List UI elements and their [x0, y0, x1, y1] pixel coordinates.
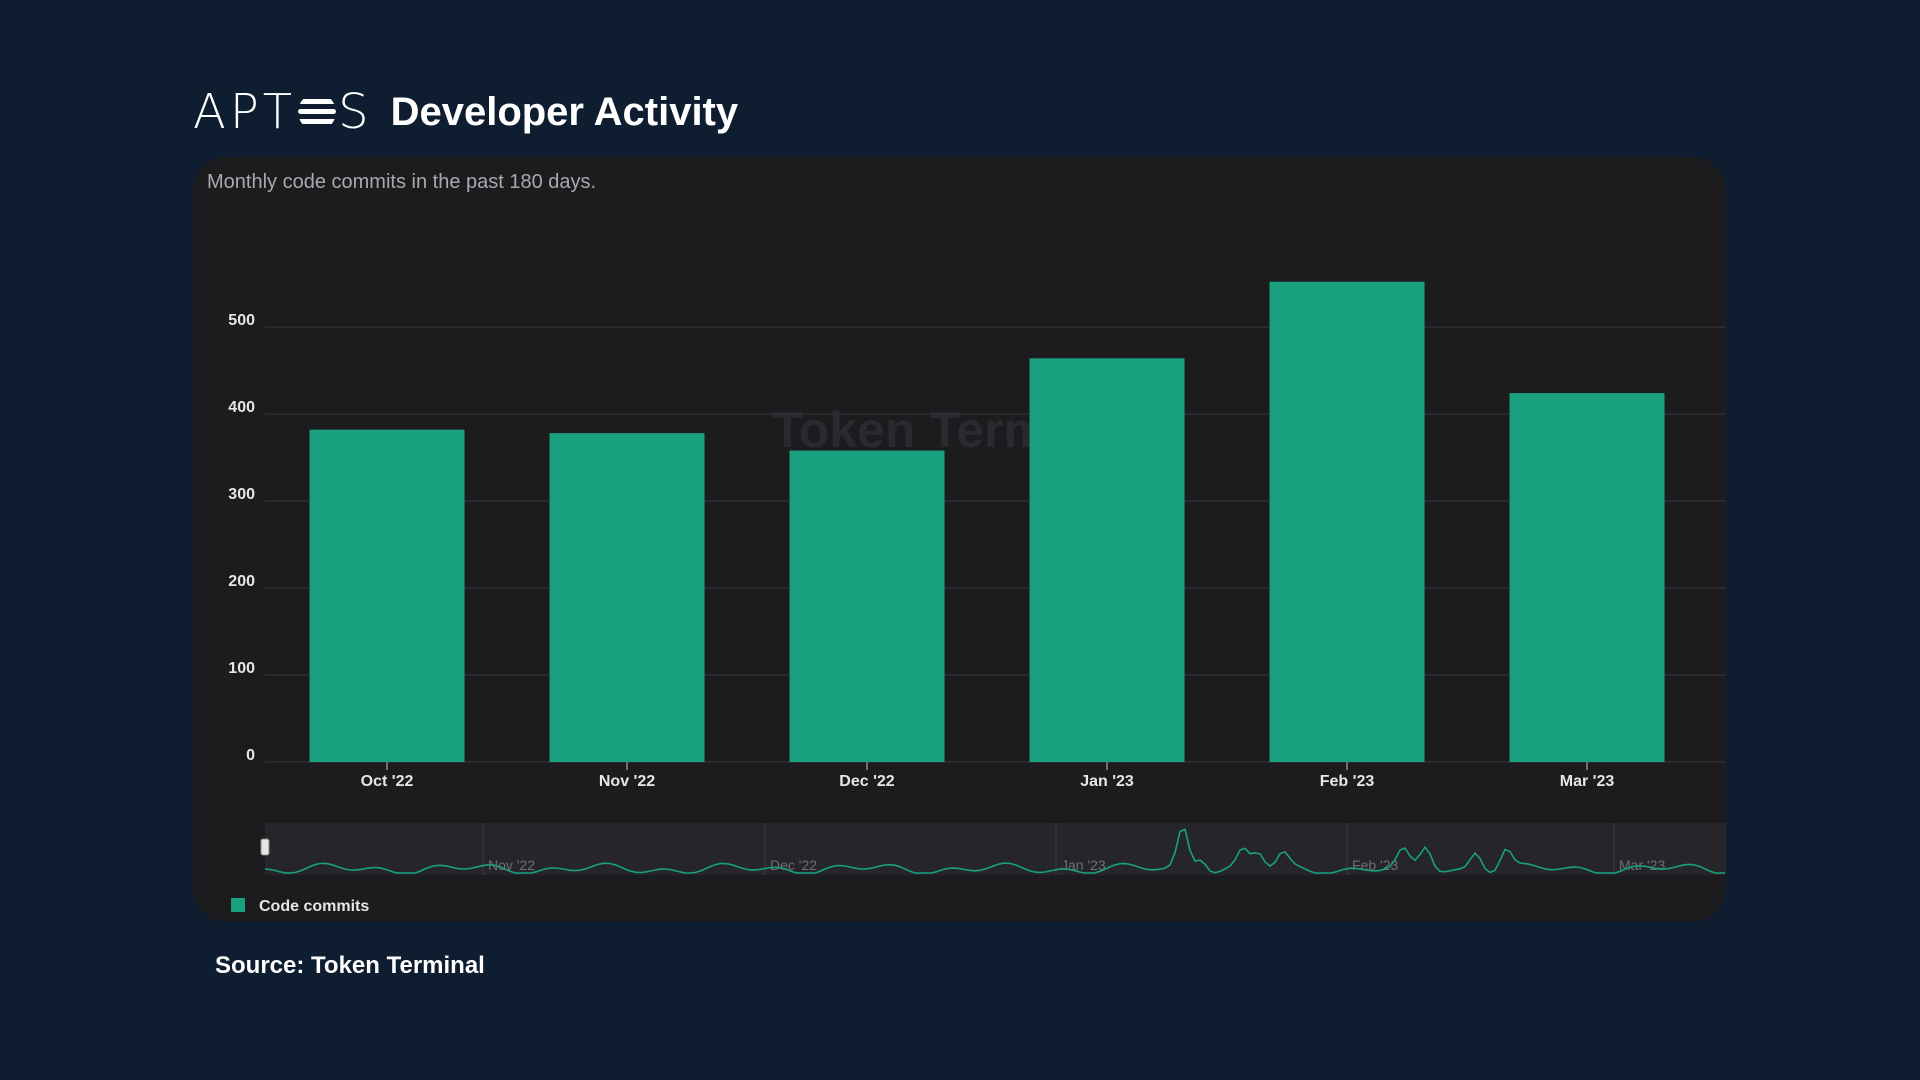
chart-card: Monthly code commits in the past 180 day…: [193, 157, 1726, 922]
aptos-logo: APT S: [193, 84, 373, 140]
y-tick-label: 200: [228, 573, 255, 590]
navigator-label: Nov '22: [488, 857, 535, 873]
legend-label: Code commits: [259, 898, 369, 915]
x-tick-label: Mar '23: [1560, 773, 1615, 790]
y-tick-label: 400: [228, 399, 255, 416]
chart-subtitle: Monthly code commits in the past 180 day…: [207, 171, 597, 193]
source-caption: Source: Token Terminal: [215, 952, 485, 979]
header: APT S Developer Activity: [193, 82, 738, 142]
legend-swatch: [231, 898, 245, 912]
bar: [1509, 393, 1665, 762]
navigator-label: Mar '23: [1619, 857, 1665, 873]
x-tick-label: Feb '23: [1320, 773, 1375, 790]
x-tick-label: Oct '22: [361, 773, 414, 790]
aptos-o-mark-icon: [298, 93, 337, 131]
bar: [789, 450, 945, 762]
y-tick-label: 500: [228, 312, 255, 329]
y-tick-label: 300: [228, 486, 255, 503]
x-tick-label: Jan '23: [1080, 773, 1134, 790]
x-tick-label: Nov '22: [599, 773, 655, 790]
navigator-background: [265, 823, 1726, 875]
bar: [309, 429, 465, 762]
y-tick-label: 0: [246, 747, 255, 764]
navigator-handle: [260, 838, 270, 856]
navigator-label: Dec '22: [770, 857, 817, 873]
bar: [549, 433, 705, 762]
navigator-label: Jan '23: [1061, 857, 1106, 873]
y-tick-label: 100: [228, 660, 255, 677]
x-tick-label: Dec '22: [839, 773, 895, 790]
bar: [1269, 281, 1425, 762]
navigator-sparkline: [264, 828, 1725, 874]
page-title: Developer Activity: [390, 89, 739, 134]
bar: [1029, 358, 1185, 762]
